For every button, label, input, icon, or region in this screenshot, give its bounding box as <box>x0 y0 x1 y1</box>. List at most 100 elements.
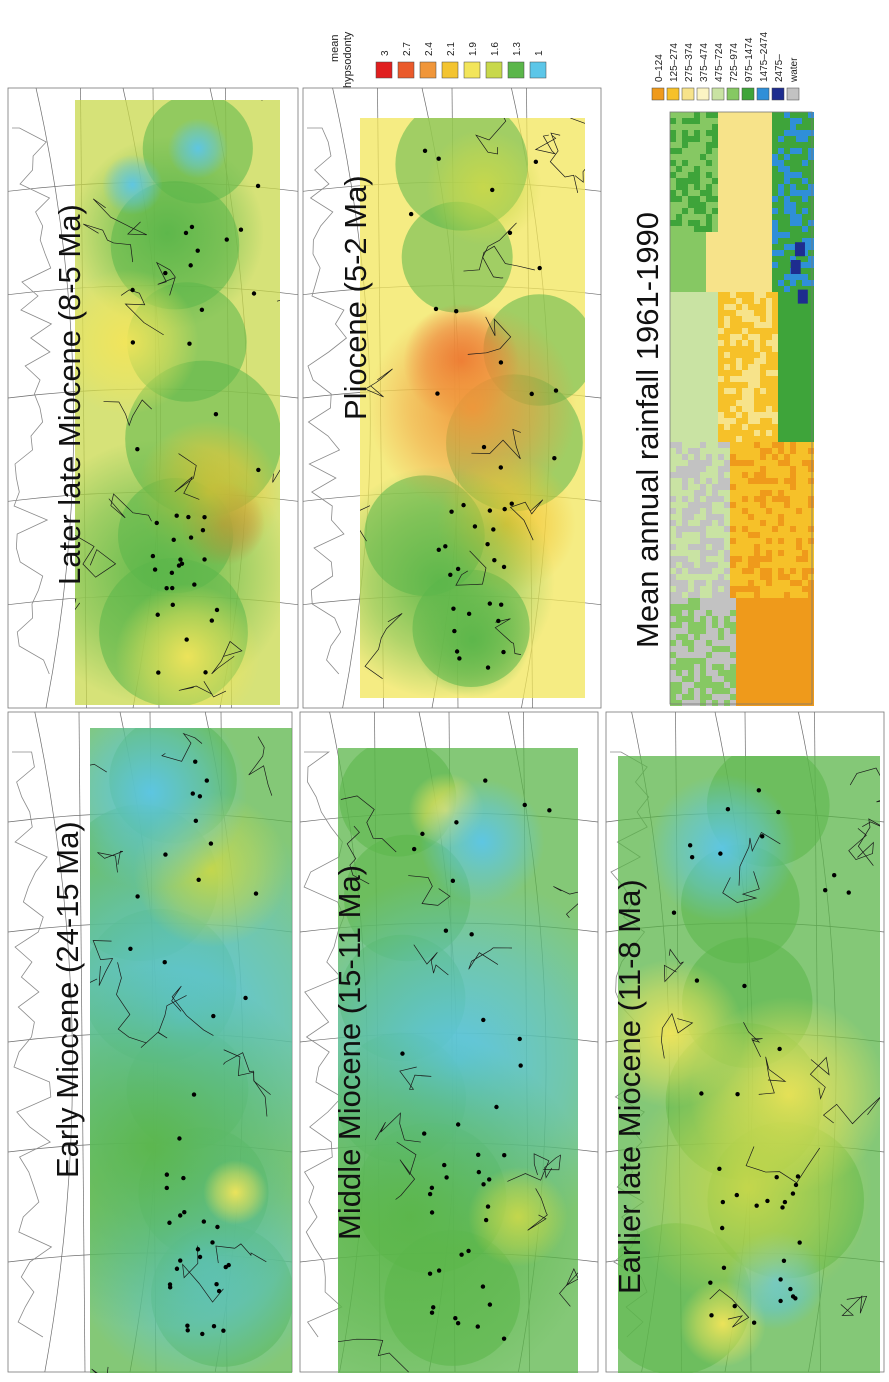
rainfall-cell <box>724 232 730 238</box>
fossil-locality <box>475 1324 480 1329</box>
rainfall-cell <box>682 358 688 364</box>
rainfall-cell <box>676 280 682 286</box>
rainfall-cell <box>748 694 754 700</box>
rainfall-cell <box>784 658 790 664</box>
rainfall-cell <box>712 460 718 466</box>
fossil-locality <box>195 248 200 253</box>
rainfall-cell <box>778 250 784 256</box>
rainfall-cell <box>700 646 706 652</box>
rainfall-cell <box>790 160 796 166</box>
rainfall-cell <box>694 538 700 544</box>
fossil-locality <box>491 527 496 532</box>
rainfall-cell <box>688 352 694 358</box>
rainfall-cell <box>724 142 730 148</box>
rainfall-cell <box>682 142 688 148</box>
rainfall-cell <box>784 118 790 124</box>
fossil-locality <box>717 1166 722 1171</box>
rainfall-cell <box>718 598 724 604</box>
rainfall-cell <box>784 352 790 358</box>
rainfall-cell <box>802 172 808 178</box>
rainfall-cell <box>736 184 742 190</box>
rainfall-cell <box>796 568 802 574</box>
rainfall-cell <box>742 628 748 634</box>
rainfall-cell <box>748 508 754 514</box>
rainfall-cell <box>670 214 676 220</box>
rainfall-cell <box>754 166 760 172</box>
rainfall-cell <box>688 382 694 388</box>
rainfall-cell <box>694 514 700 520</box>
fossil-locality <box>472 524 478 529</box>
fossil-locality <box>156 670 161 675</box>
rainfall-cell <box>676 700 682 706</box>
rainfall-cell <box>790 688 796 694</box>
rainfall-cell <box>682 634 688 640</box>
rainfall-cell <box>790 424 796 430</box>
rainfall-cell <box>688 418 694 424</box>
rainfall-cell <box>712 268 718 274</box>
rainfall-cell <box>790 538 796 544</box>
rainfall-cell <box>706 676 712 682</box>
rainfall-cell <box>718 562 724 568</box>
rainfall-cell <box>688 292 694 298</box>
rainfall-cell <box>742 136 748 142</box>
rainfall-cell <box>748 472 754 478</box>
legend-label: 1.9 <box>468 42 479 56</box>
rainfall-cell <box>790 124 796 130</box>
rainfall-cell <box>736 364 742 370</box>
rainfall-cell <box>796 256 802 262</box>
fossil-locality <box>797 1240 802 1245</box>
rainfall-cell <box>670 448 676 454</box>
rainfall-cell <box>766 646 772 652</box>
rainfall-cell <box>778 616 784 622</box>
rainfall-cell <box>772 142 778 148</box>
rainfall-cell <box>802 694 808 700</box>
rainfall-cell <box>694 328 700 334</box>
rainfall-cell <box>718 322 724 328</box>
rainfall-cell <box>712 136 718 142</box>
rainfall-cell <box>778 472 784 478</box>
rainfall-cell <box>688 484 694 490</box>
rainfall-cell <box>742 112 748 118</box>
rainfall-cell <box>802 466 808 472</box>
fossil-locality <box>209 618 215 623</box>
rainfall-cell <box>784 664 790 670</box>
rainfall-cell <box>748 526 754 532</box>
rainfall-cell <box>730 550 736 556</box>
rainfall-cell <box>742 580 748 586</box>
rainfall-cell <box>748 436 754 442</box>
rainfall-cell <box>706 490 712 496</box>
rainfall-cell <box>736 688 742 694</box>
rainfall-cell <box>754 250 760 256</box>
rainfall-cell <box>790 256 796 262</box>
rainfall-cell <box>730 442 736 448</box>
rainfall-cell <box>802 160 808 166</box>
rainfall-cell <box>778 148 784 154</box>
rainfall-cell <box>802 196 808 202</box>
rainfall-cell <box>766 304 772 310</box>
rainfall-cell <box>718 436 724 442</box>
rainfall-cell <box>688 658 694 664</box>
rainfall-cell <box>748 610 754 616</box>
rainfall-cell <box>730 214 736 220</box>
rainfall-cell <box>682 232 688 238</box>
rainfall-cell <box>796 646 802 652</box>
rainfall-cell <box>766 340 772 346</box>
rainfall-cell <box>766 628 772 634</box>
fossil-locality <box>487 601 493 606</box>
rainfall-cell <box>730 472 736 478</box>
rainfall-cell <box>754 670 760 676</box>
rainfall-cell <box>808 442 814 448</box>
rainfall-cell <box>736 586 742 592</box>
rainfall-cell <box>748 676 754 682</box>
rainfall-cell <box>760 244 766 250</box>
legend-title-line2: hypsodonty <box>342 31 354 88</box>
rainfall-cell <box>778 412 784 418</box>
rainfall-cell <box>784 544 790 550</box>
rainfall-cell <box>742 658 748 664</box>
rainfall-cell <box>730 142 736 148</box>
rainfall-cell <box>688 346 694 352</box>
rainfall-cell <box>796 562 802 568</box>
rainfall-cell <box>760 376 766 382</box>
rainfall-cell <box>760 178 766 184</box>
rainfall-cell <box>736 520 742 526</box>
